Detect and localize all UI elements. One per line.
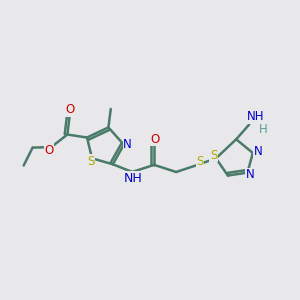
Text: N: N (245, 169, 254, 182)
Text: N: N (123, 138, 132, 151)
Text: NH: NH (247, 110, 265, 123)
Text: O: O (150, 133, 159, 146)
Text: NH: NH (124, 172, 143, 185)
Text: O: O (44, 143, 54, 157)
Text: S: S (87, 155, 94, 168)
Text: H: H (259, 123, 267, 136)
Text: S: S (210, 149, 217, 162)
Text: O: O (66, 103, 75, 116)
Text: N: N (254, 145, 262, 158)
Text: S: S (196, 155, 204, 168)
